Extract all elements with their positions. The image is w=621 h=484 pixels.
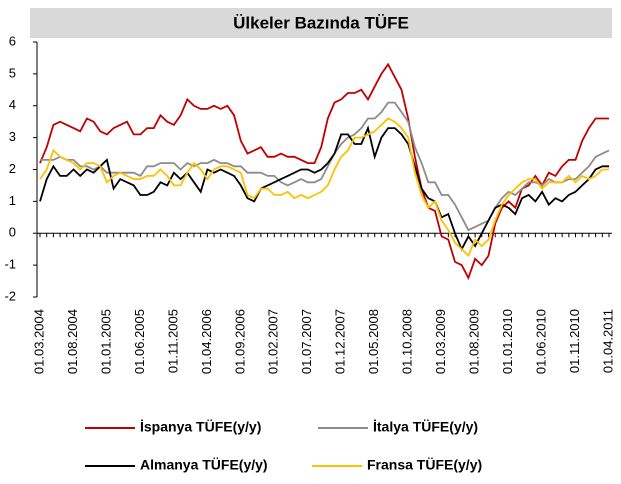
x-tick-label: 01.06.2010 (533, 309, 548, 374)
y-tick-label: -2 (4, 288, 16, 303)
y-tick-label: 0 (9, 225, 16, 240)
legend-label: İspanya TÜFE(y/y) (140, 419, 261, 435)
x-tick-label: 01.06.2005 (132, 309, 147, 374)
y-tick-label: 3 (9, 129, 16, 144)
x-tick-label: 01.09.2006 (232, 309, 247, 374)
x-tick-label: 01.05.2008 (366, 309, 381, 374)
legend-label: Fransa TÜFE(y/y) (367, 457, 482, 473)
x-tick-label: 01.03.2009 (433, 309, 448, 374)
y-tick-label: 1 (9, 193, 16, 208)
series-line (40, 101, 610, 232)
x-tick-label: 01.11.2010 (567, 309, 582, 373)
x-tick-label: 01.01.2010 (500, 309, 515, 374)
y-tick-label: 6 (9, 33, 16, 48)
x-tick-label: 01.11.2005 (165, 309, 180, 373)
x-tick-label: 01.10.2008 (400, 309, 415, 374)
y-tick-label: -1 (4, 257, 16, 272)
x-tick-label: 01.08.2004 (65, 309, 80, 374)
y-tick-label: 5 (9, 65, 16, 80)
x-tick-label: 01.08.2009 (467, 309, 482, 374)
series-line (39, 62, 609, 281)
x-tick-label: 01.03.2004 (31, 309, 46, 374)
legend-label: İtalya TÜFE(y/y) (373, 419, 478, 435)
y-tick-label: 2 (9, 161, 16, 176)
x-tick-label: 01.01.2005 (98, 309, 113, 374)
x-tick-label: 01.04.2006 (199, 309, 214, 374)
chart-title: Ülkeler Bazında TÜFE (233, 13, 409, 32)
legend-label: Almanya TÜFE(y/y) (140, 457, 268, 473)
series-line (39, 125, 609, 252)
x-tick-label: 01.07.2007 (299, 309, 314, 374)
title-bar (30, 8, 612, 38)
series-line (39, 117, 609, 258)
x-tick-label: 01.02.2007 (266, 309, 281, 374)
x-tick-label: 01.04.2011 (600, 309, 615, 373)
y-tick-label: 4 (9, 97, 16, 112)
x-tick-label: 01.12.2007 (333, 309, 348, 374)
